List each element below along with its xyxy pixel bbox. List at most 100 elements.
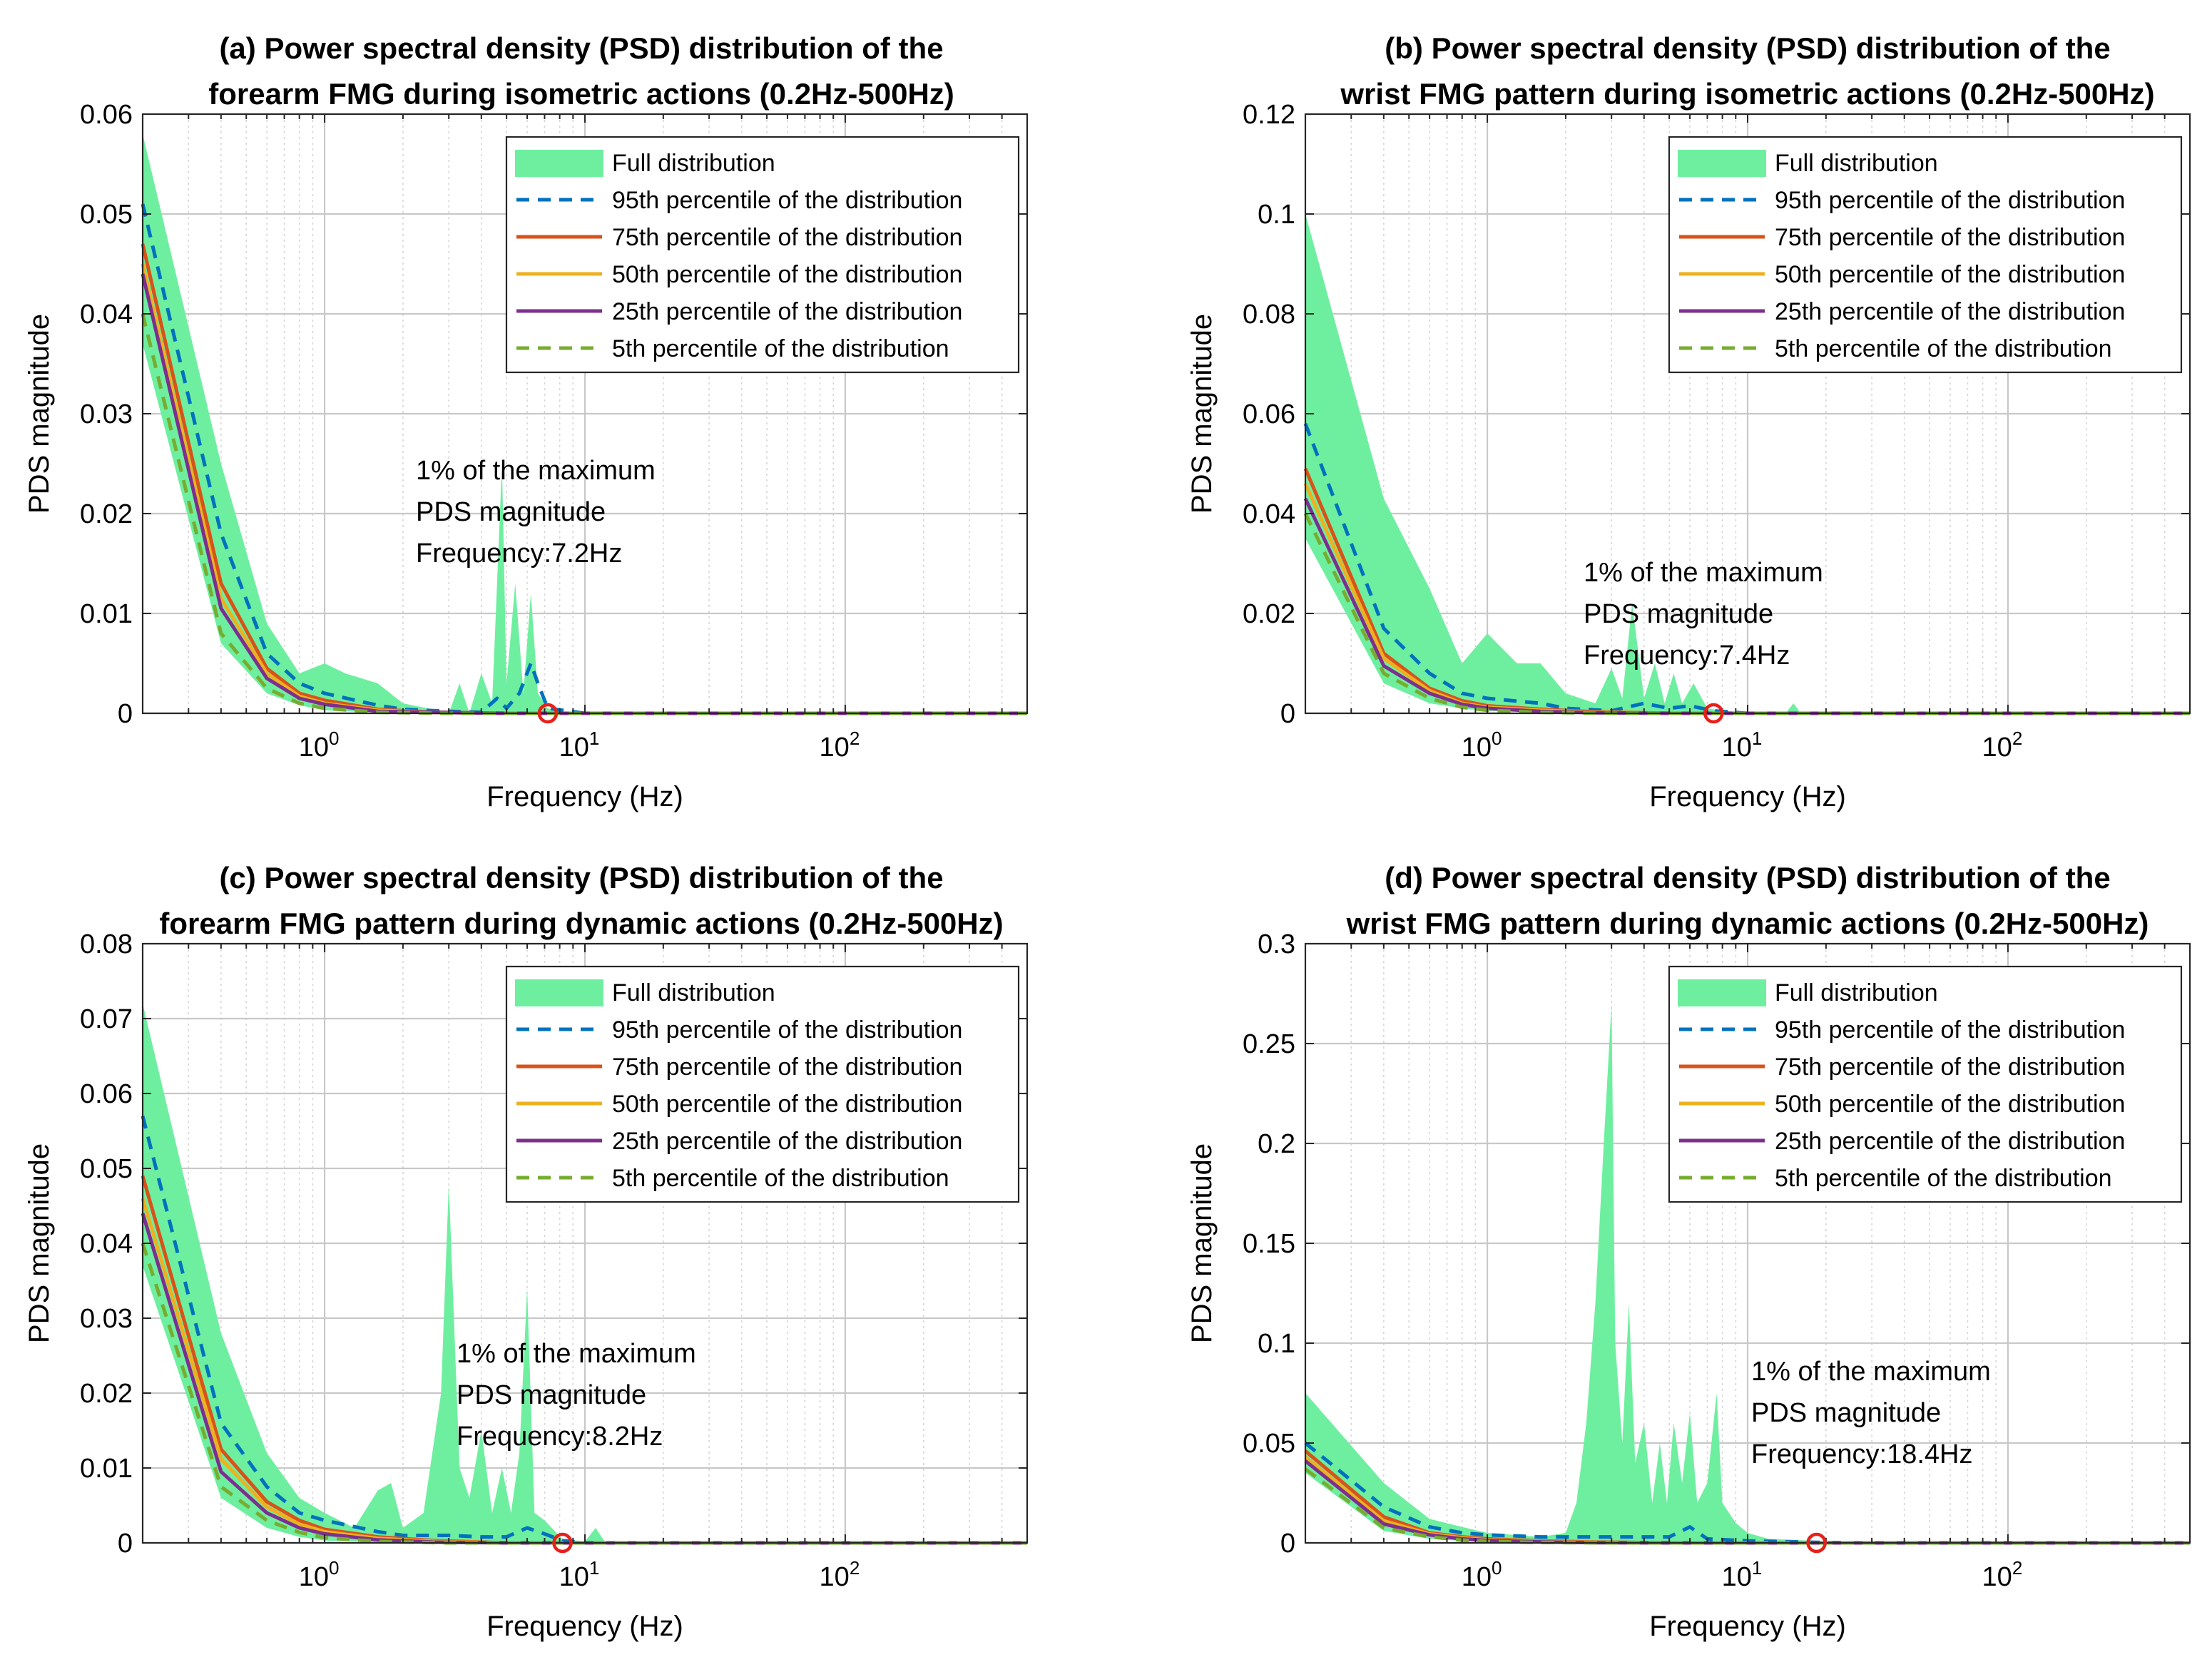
chart-a-title-line-2: forearm FMG during isometric actions (0.…: [208, 77, 954, 111]
chart-c-xtick-label: 100: [299, 1557, 340, 1592]
chart-d-xtick-label: 102: [1982, 1557, 2023, 1592]
chart-b-title-line-2: wrist FMG pattern during isometric actio…: [1340, 77, 2154, 111]
chart-c-ytick-label: 0.06: [80, 1079, 133, 1109]
chart-d-title-line-2: wrist FMG pattern during dynamic actions…: [1346, 907, 2149, 940]
chart-b-legend-swatch-full-distribution: [1678, 150, 1766, 177]
chart-c-series-5: [141, 1243, 1027, 1545]
chart-d-ytick-label: 0.15: [1243, 1229, 1295, 1259]
chart-b-legend: Full distribution 95th percentile of the …: [1668, 136, 2183, 374]
chart-a-annotation-line-3: Frequency:7.2Hz: [416, 539, 622, 569]
chart-d-xtick-label: 101: [1722, 1557, 1763, 1592]
chart-b-xtick-label: 102: [1982, 728, 2023, 763]
chart-a-ytick-label: 0.03: [80, 399, 133, 429]
chart-a-legend-label-6: 5th percentile of the distribution: [612, 335, 949, 362]
chart-b-ytick-label: 0: [1280, 699, 1295, 729]
chart-d-annotation-line-1: 1% of the maximum: [1751, 1357, 1991, 1387]
chart-d-legend-label-2: 95th percentile of the distribution: [1775, 1016, 2125, 1044]
chart-b-annotation-line-2: PDS magnitude: [1584, 599, 1773, 629]
chart-c-xlabel: Frequency (Hz): [486, 1611, 683, 1642]
chart-d-cutoff-marker: [1806, 1532, 1827, 1554]
chart-a-legend: Full distribution 95th percentile of the …: [505, 136, 1020, 374]
chart-b-xtick-label: 100: [1462, 728, 1502, 763]
chart-c-legend-swatch-full-distribution: [515, 979, 603, 1006]
chart-d-ytick-label: 0.05: [1243, 1429, 1295, 1459]
chart-b-series-1: [1303, 423, 2190, 715]
chart-d-ylabel: PDS magnitude: [1186, 1143, 1218, 1343]
chart-d-legend-label-6: 5th percentile of the distribution: [1775, 1165, 2112, 1192]
chart-a-ytick-label: 0: [118, 699, 133, 729]
chart-b-ytick-label: 0.1: [1258, 200, 1295, 230]
chart-a-xtick-label: 101: [559, 728, 600, 763]
chart-b-legend-label-2: 95th percentile of the distribution: [1775, 187, 2125, 214]
chart-d: 0 0.05 0.1 0.15 0.2 0.25 0.3 100 101 102 Frequency…: [1186, 861, 2191, 1642]
chart-d-legend-swatch-full-distribution: [1678, 979, 1766, 1006]
chart-c-ytick-label: 0.02: [80, 1379, 133, 1409]
chart-a-ylabel: PDS magnitude: [24, 314, 55, 514]
chart-a-legend-swatch-full-distribution: [515, 150, 603, 177]
chart-c-series-1: [141, 1115, 1027, 1545]
chart-b-ytick-label: 0.02: [1243, 599, 1295, 629]
chart-a-ytick-label: 0.04: [80, 300, 133, 330]
chart-c-annotation-line-3: Frequency:8.2Hz: [457, 1422, 663, 1452]
chart-a-legend-label-2: 95th percentile of the distribution: [612, 187, 962, 214]
chart-b: 0 0.02 0.04 0.06 0.08 0.1 0.12 100 101 102 Frequen…: [1186, 31, 2191, 812]
chart-a-xtick-label: 102: [820, 728, 860, 763]
chart-c-legend-label-2: 95th percentile of the distribution: [612, 1016, 962, 1044]
chart-b-annotation-line-1: 1% of the maximum: [1584, 558, 1823, 588]
chart-c-ylabel: PDS magnitude: [24, 1143, 55, 1343]
chart-d-series-1: [1304, 1442, 2190, 1545]
chart-a-ytick-label: 0.01: [80, 599, 133, 629]
chart-d-ytick-label: 0.3: [1258, 929, 1295, 959]
chart-d-ytick-label: 0: [1280, 1529, 1295, 1559]
chart-d-annotation-line-3: Frequency:18.4Hz: [1751, 1439, 1973, 1469]
chart-a-ytick-label: 0.06: [80, 100, 133, 130]
chart-a-cutoff-marker: [537, 703, 559, 724]
chart-b-ytick-label: 0.06: [1243, 399, 1295, 429]
chart-b-title-line-1: (b) Power spectral density (PSD) distrib…: [1385, 31, 2110, 65]
chart-c-legend-label-3: 75th percentile of the distribution: [612, 1054, 962, 1081]
chart-b-ytick-label: 0.08: [1243, 300, 1295, 330]
chart-d-legend-label-5: 25th percentile of the distribution: [1775, 1128, 2125, 1155]
chart-d-legend-label-3: 75th percentile of the distribution: [1775, 1054, 2125, 1081]
chart-b-ytick-label: 0.12: [1243, 100, 1295, 130]
chart-c-legend-label-4: 50th percentile of the distribution: [612, 1091, 962, 1118]
chart-d-annotation-line-2: PDS magnitude: [1751, 1398, 1941, 1428]
chart-c-legend-label-5: 25th percentile of the distribution: [612, 1128, 962, 1155]
chart-c-xtick-label: 101: [559, 1557, 600, 1592]
chart-a-xtick-label: 100: [299, 728, 340, 763]
chart-c-title-line-1: (c) Power spectral density (PSD) distrib…: [219, 861, 943, 894]
chart-d-xlabel: Frequency (Hz): [1649, 1611, 1846, 1642]
chart-c-legend-label-1: Full distribution: [612, 979, 775, 1006]
chart-b-legend-label-1: Full distribution: [1775, 150, 1938, 177]
chart-c-ytick-label: 0.05: [80, 1154, 133, 1184]
chart-c-cutoff-marker: [552, 1532, 573, 1554]
chart-a-xlabel: Frequency (Hz): [486, 781, 683, 812]
chart-c-ytick-label: 0.07: [80, 1004, 133, 1034]
chart-d-title-line-1: (d) Power spectral density (PSD) distrib…: [1385, 861, 2110, 894]
chart-a-legend-label-4: 50th percentile of the distribution: [612, 261, 962, 288]
chart-c-legend-label-6: 5th percentile of the distribution: [612, 1165, 949, 1192]
chart-c-ytick-label: 0: [118, 1529, 133, 1559]
chart-c-ytick-label: 0.08: [80, 929, 133, 959]
chart-a-legend-label-3: 75th percentile of the distribution: [612, 224, 962, 251]
chart-b-ytick-label: 0.04: [1243, 499, 1295, 529]
chart-b-annotation-line-3: Frequency:7.4Hz: [1584, 641, 1790, 671]
chart-c: 0 0.01 0.02 0.03 0.04 0.05 0.06 0.07 0.08 100 101 1…: [24, 861, 1029, 1642]
chart-d-ytick-label: 0.25: [1243, 1029, 1295, 1059]
chart-c-legend: Full distribution 95th percentile of the …: [505, 965, 1020, 1203]
chart-c-xtick-label: 102: [820, 1557, 860, 1592]
chart-d-legend-label-4: 50th percentile of the distribution: [1775, 1091, 2125, 1118]
chart-c-ytick-label: 0.01: [80, 1454, 133, 1484]
chart-c-title-line-2: forearm FMG pattern during dynamic actio…: [159, 907, 1003, 940]
chart-c-ytick-label: 0.03: [80, 1304, 133, 1334]
chart-b-legend-label-6: 5th percentile of the distribution: [1775, 335, 2112, 362]
chart-c-full-distribution-area: [143, 1004, 1027, 1543]
chart-d-ytick-label: 0.1: [1258, 1329, 1295, 1359]
chart-c-annotation-line-2: PDS magnitude: [457, 1380, 646, 1410]
chart-c-ytick-label: 0.04: [80, 1229, 133, 1259]
chart-b-ylabel: PDS magnitude: [1186, 314, 1218, 514]
chart-b-legend-label-3: 75th percentile of the distribution: [1775, 224, 2125, 251]
chart-a-legend-label-5: 25th percentile of the distribution: [612, 298, 962, 325]
chart-b-cutoff-marker: [1703, 703, 1724, 724]
chart-d-legend-label-1: Full distribution: [1775, 979, 1938, 1006]
